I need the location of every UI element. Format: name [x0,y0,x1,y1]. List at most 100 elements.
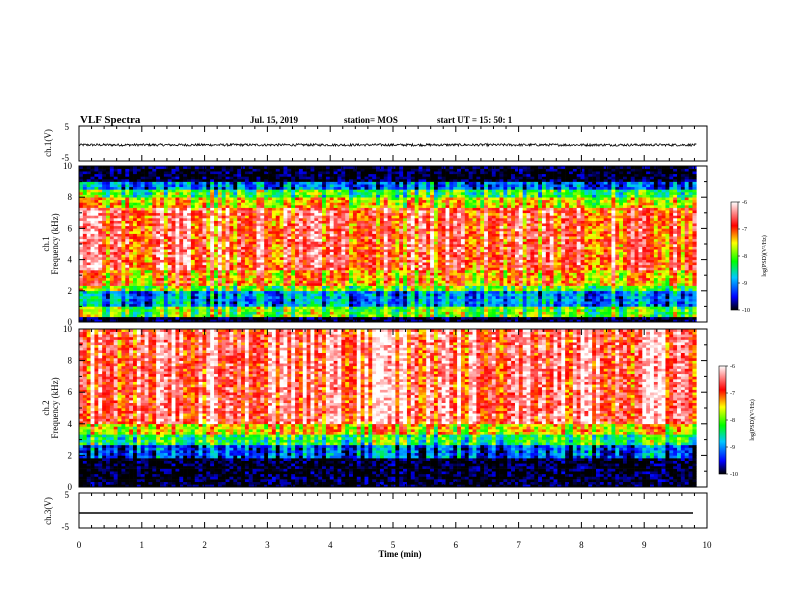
spectrogram-cell [271,244,277,247]
spectrogram-cell [372,205,377,208]
spectrogram-cell [364,179,369,182]
spectrogram-cell [287,238,292,242]
spectrogram-cell [318,231,323,234]
spectrogram-cell [283,303,288,307]
spectrogram-cell [148,251,153,255]
spectrogram-cell [175,238,180,242]
spectrogram-cell [237,210,242,214]
spectrogram-cell [167,246,172,250]
spectrogram-cell [190,251,196,255]
spectrogram-cell [233,215,238,219]
spectrogram-cell [183,236,188,240]
spectrogram-cell [82,293,88,297]
spectrogram-cell [268,231,273,234]
spectrogram-cell [349,288,354,292]
spectrogram-cell [333,244,338,247]
spectrogram-cell [291,290,296,294]
spectrogram-cell [113,220,118,224]
spectrogram-cell [82,231,88,234]
spectrogram-cell [206,251,211,255]
spectrogram-cell [133,212,138,216]
spectrogram-cell [372,298,377,302]
spectrogram-cell [383,233,388,237]
spectrogram-cell [152,285,157,289]
spectrogram-cell [379,285,385,289]
spectrogram-cell [241,231,246,234]
spectrogram-cell [376,215,381,219]
spectrogram-cell [252,238,257,242]
spectrogram-cell [264,264,269,268]
spectrogram-cell [275,303,280,307]
spectrogram-cell [152,173,157,177]
spectrogram-cell [179,280,184,284]
spectrogram-cell [113,254,118,258]
spectrogram-cell [129,199,134,203]
spectrogram-cell [156,311,161,315]
spectrogram-cell [94,186,99,190]
spectrogram-cell [179,296,184,299]
spectrogram-cell [121,210,126,214]
spectrogram-cell [171,176,176,180]
spectrogram-cell [194,246,199,250]
spectrogram-cell [106,225,111,229]
spectrogram-cell [260,218,265,221]
spectrogram-cell [167,314,172,318]
spectrogram-cell [252,199,257,203]
spectrogram-cell [221,301,226,305]
spectrogram-cell [94,290,99,294]
spectrogram-cell [156,241,161,245]
spectrogram-cell [125,277,130,281]
spectrogram-cell [302,212,307,216]
spectrogram-cell [360,241,365,245]
spectrogram-cell [333,246,338,250]
spectrogram-cell [221,262,226,266]
spectrogram-cell [187,212,192,216]
spectrogram-cell [275,296,280,299]
spectrogram-cell [90,179,95,182]
spectrogram-cell [202,189,207,193]
spectrogram-cell [144,179,149,182]
spectrogram-cell [333,181,338,185]
spectrogram-cell [368,316,373,320]
spectrogram-cell [279,249,284,253]
spectrogram-cell [106,280,111,284]
spectrogram-cell [102,238,107,242]
spectrogram-cell [214,184,219,188]
spectrogram-cell [148,220,153,224]
spectrogram-cell [295,223,300,227]
spectrogram-cell [295,202,300,206]
spectrogram-cell [372,233,377,237]
spectrogram-cell [244,290,250,294]
spectrogram-cell [179,264,184,268]
spectrogram-cell [187,173,192,177]
spectrogram-cell [244,285,250,289]
spectrogram-cell [268,186,273,190]
spectrogram-cell [233,301,238,305]
spectrogram-cell [129,233,134,237]
spectrogram-cell [82,207,88,211]
spectrogram-cell [102,225,107,229]
spectrogram-cell [325,280,331,284]
spectrogram-cell [210,223,215,227]
spectrogram-cell [79,228,84,232]
spectrogram-cell [287,275,292,279]
spectrogram-cell [318,202,323,206]
spectrogram-cell [206,238,211,242]
spectrogram-cell [140,168,145,172]
spectrogram-cell [271,309,277,312]
spectrogram-cell [248,249,253,253]
spectrogram-cell [291,272,296,276]
spectrogram-cell [194,298,199,302]
spectrogram-cell [94,296,99,299]
spectrogram-cell [283,194,288,198]
spectrogram-cell [329,241,334,245]
spectrogram-cell [379,210,385,214]
spectrogram-cell [171,166,176,169]
spectrogram-cell [117,194,122,198]
spectrogram-cell [318,171,323,175]
spectrogram-cell [167,205,172,208]
spectrogram-cell [144,309,149,312]
spectrogram-cell [214,228,219,232]
spectrogram-cell [160,236,165,240]
spectrogram-cell [283,244,288,247]
